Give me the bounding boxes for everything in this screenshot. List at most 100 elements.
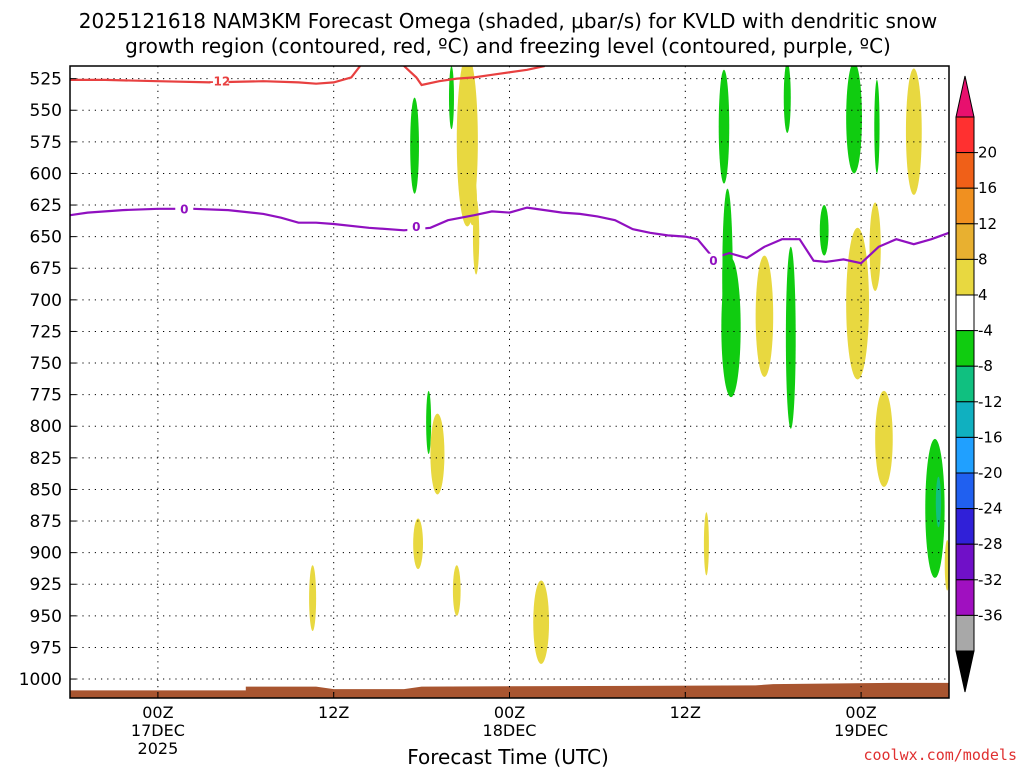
- ytick-label-925: 925: [30, 575, 62, 595]
- colorbar-swatch-7: [955, 365, 975, 403]
- colorbar-label-8: -16: [978, 428, 1003, 446]
- contour-freezing-level-0: [70, 206, 949, 265]
- omega-region-7: [846, 66, 862, 174]
- omega-region-14: [785, 246, 796, 429]
- contour-dendritic-12C-0: [70, 66, 361, 85]
- ytick-label-875: 875: [30, 512, 62, 532]
- omega-region-13: [755, 255, 774, 377]
- xtick-label-1-0: 12Z: [318, 703, 349, 722]
- colorbar-swatch-10: [955, 472, 975, 510]
- ytick-label-825: 825: [30, 449, 62, 469]
- colorbar-swatch-9: [955, 436, 975, 474]
- contour-label-bg-freezing-level-0: [175, 201, 194, 216]
- xtick-label-2-0: 00Z: [494, 703, 525, 722]
- omega-region-10: [819, 205, 829, 256]
- contour-label-bg-freezing-level-2: [704, 253, 723, 268]
- ytick-label-975: 975: [30, 638, 62, 658]
- omega-region-0: [410, 97, 419, 194]
- colorbar-swatch-3: [955, 223, 975, 260]
- colorbar-label-0: 20: [978, 144, 997, 162]
- xtick-label-2-1: 18DEC: [483, 721, 537, 740]
- terrain-fill: [70, 682, 949, 698]
- omega-region-27: [944, 540, 949, 591]
- ytick-label-900: 900: [30, 544, 62, 564]
- ytick-label-800: 800: [30, 417, 62, 437]
- ytick-label-775: 775: [30, 386, 62, 406]
- colorbar: 20 16 12 8 4 -4 -8 -12 -16 -20 -24 -28 -32 -36: [955, 75, 1003, 693]
- colorbar-top-arrow: [955, 75, 975, 118]
- ytick-label-650: 650: [30, 228, 62, 248]
- colorbar-label-2: 12: [978, 215, 997, 233]
- ytick-label-700: 700: [30, 291, 62, 311]
- ytick-label-625: 625: [30, 196, 62, 216]
- omega-region-17: [875, 390, 893, 487]
- omega-region-15: [846, 227, 870, 380]
- colorbar-label-4: 4: [978, 286, 988, 304]
- ytick-label-575: 575: [30, 133, 62, 153]
- plot-frame: [69, 65, 950, 699]
- colorbar-swatch-4: [955, 258, 975, 296]
- colorbar-swatch-14: [955, 614, 975, 652]
- xtick-label-3-0: 12Z: [670, 703, 701, 722]
- ytick-label-525: 525: [30, 70, 62, 90]
- ytick-label-950: 950: [30, 607, 62, 627]
- colorbar-swatch-1: [955, 152, 975, 189]
- omega-region-1: [448, 66, 454, 130]
- xtick-label-4-0: 00Z: [845, 703, 876, 722]
- ytick-label-600: 600: [30, 164, 62, 184]
- omega-region-9: [905, 68, 922, 195]
- colorbar-swatch-6: [955, 330, 975, 367]
- contour-dendritic-12C-1: [403, 66, 545, 87]
- colorbar-label-12: -32: [978, 571, 1003, 589]
- colorbar-swatch-13: [955, 579, 975, 616]
- omega-region-24: [452, 565, 461, 616]
- x-axis-label: Forecast Time (UTC): [407, 745, 609, 768]
- contour-label-bg-freezing-level-1: [407, 219, 426, 234]
- colorbar-swatch-12: [955, 543, 975, 581]
- ytick-label-850: 850: [30, 480, 62, 500]
- colorbar-bottom-arrow: [955, 650, 975, 693]
- colorbar-label-11: -28: [978, 535, 1003, 553]
- omega-region-20: [925, 438, 945, 578]
- colorbar-label-10: -24: [978, 500, 1003, 518]
- contour-label-freezing-level-2: 0: [709, 254, 717, 268]
- omega-region-18: [426, 390, 432, 455]
- xtick-label-0-0: 00Z: [142, 703, 173, 722]
- chart-title-line-1: 2025121618 NAM3KM Forecast Omega (shaded…: [79, 9, 938, 33]
- ytick-label-550: 550: [30, 101, 62, 121]
- omega-region-21: [935, 476, 942, 528]
- contour-label-freezing-level-1: 0: [412, 220, 420, 234]
- colorbar-swatch-11: [955, 508, 975, 545]
- xtick-label-4-1: 19DEC: [834, 721, 888, 740]
- omega-region-22: [413, 518, 424, 570]
- colorbar-label-3: 8: [978, 250, 988, 268]
- contour-label-bg-dendritic-12C-0: [210, 74, 229, 89]
- ytick-label-675: 675: [30, 259, 62, 279]
- omega-region-19: [430, 413, 445, 495]
- colorbar-label-9: -20: [978, 464, 1003, 482]
- colorbar-swatch-5: [955, 294, 975, 332]
- omega-region-26: [703, 512, 709, 576]
- chart-title-line-2: growth region (contoured, red, ºC) and f…: [125, 34, 891, 58]
- colorbar-label-6: -8: [978, 357, 993, 375]
- colorbar-label-5: -4: [978, 322, 993, 340]
- credit-text: coolwx.com/models: [863, 746, 1017, 764]
- contour-label-dendritic-12C-0: -12: [209, 75, 231, 89]
- colorbar-swatch-0: [955, 116, 975, 154]
- colorbar-label-1: 16: [978, 179, 997, 197]
- colorbar-swatch-8: [955, 401, 975, 438]
- omega-region-5: [718, 69, 730, 184]
- colorbar-swatch-2: [955, 187, 975, 225]
- omega-region-6: [783, 66, 791, 133]
- ytick-label-1000: 1000: [19, 670, 62, 690]
- ytick-label-725: 725: [30, 322, 62, 342]
- y-axis: 525 550 575 600 625 650 675 700 725 750 775 800 825 8…: [19, 70, 76, 690]
- plot-area: -12 0 0 0: [69, 65, 950, 699]
- contour-label-freezing-level-0: 0: [180, 202, 188, 216]
- xtick-label-0-2: 2025: [138, 739, 179, 758]
- colorbar-label-13: -36: [978, 606, 1003, 624]
- omega-region-8: [874, 79, 880, 174]
- xtick-label-0-1: 17DEC: [131, 721, 185, 740]
